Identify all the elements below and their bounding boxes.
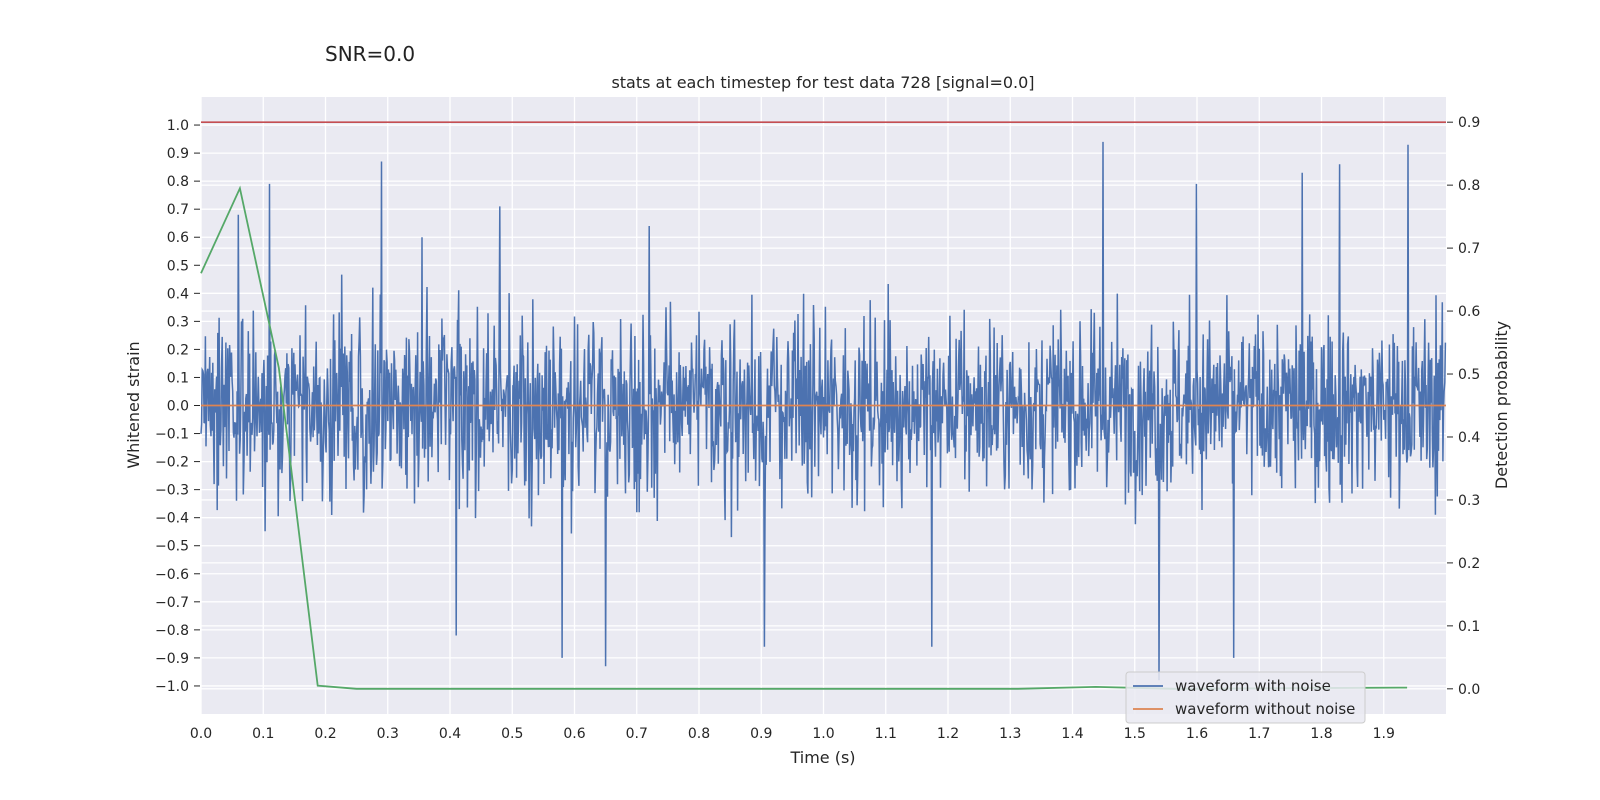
y-axis-label: Whitened strain (124, 341, 143, 468)
x-tick-label: 0.7 (626, 726, 648, 742)
y2-tick-label: 0.6 (1458, 304, 1480, 320)
y-axis-ticks: 1.0 0.9 0.8 0.7 0.6 0.5 0.4 0.3 0.2 0.1 0.0 −0.1 −0.… (155, 118, 200, 695)
y-tick-label: −0.5 (155, 539, 189, 555)
x-tick-label: 1.7 (1248, 726, 1270, 742)
x-tick-label: 1.3 (999, 726, 1021, 742)
y2-axis-label: Detection probability (1492, 321, 1511, 489)
y2-tick-label: 0.1 (1458, 619, 1480, 635)
y-tick-label: 0.2 (167, 342, 189, 358)
legend-label-without-noise: waveform without noise (1175, 700, 1355, 718)
y-tick-label: 0.8 (167, 174, 189, 190)
x-tick-label: 1.1 (875, 726, 897, 742)
x-tick-label: 0.8 (688, 726, 710, 742)
x-tick-label: 0.3 (377, 726, 399, 742)
x-tick-label: 0.4 (439, 726, 461, 742)
y-tick-label: −0.4 (155, 511, 189, 527)
y-tick-label: 0.1 (167, 370, 189, 386)
x-tick-label: 0.6 (563, 726, 585, 742)
x-tick-label: 1.6 (1186, 726, 1208, 742)
x-tick-label: 0.5 (501, 726, 523, 742)
x-axis-ticks: 0.0 0.1 0.2 0.3 0.4 0.5 0.6 0.7 0.8 0.9 1.0 1.1 1.2 1… (190, 726, 1395, 742)
x-tick-label: 0.1 (252, 726, 274, 742)
x-tick-label: 0.9 (750, 726, 772, 742)
y2-tick-label: 0.2 (1458, 556, 1480, 572)
y-tick-label: −0.9 (155, 651, 189, 667)
y2-axis-ticks: 0.0 0.1 0.2 0.3 0.4 0.5 0.6 0.7 0.8 0.9 (1447, 115, 1480, 698)
y2-tick-label: 0.3 (1458, 493, 1480, 509)
legend: waveform with noise waveform without noi… (1125, 671, 1366, 724)
y-tick-label: −1.0 (155, 679, 189, 695)
series-waveform-with-noise (200, 141, 1447, 681)
y-tick-label: 0.7 (167, 202, 189, 218)
x-tick-label: 1.5 (1124, 726, 1146, 742)
y-tick-label: −0.2 (155, 455, 189, 471)
x-axis-label: Time (s) (789, 748, 855, 767)
y2-tick-label: 0.7 (1458, 241, 1480, 257)
y2-tick-label: 0.8 (1458, 178, 1480, 194)
y2-tick-label: 0.5 (1458, 367, 1480, 383)
figure-suptitle: SNR=0.0 (325, 42, 416, 66)
x-tick-label: 0.0 (190, 726, 212, 742)
y2-tick-label: 0.9 (1458, 115, 1480, 131)
y-tick-label: 1.0 (167, 118, 189, 134)
x-tick-label: 1.8 (1310, 726, 1332, 742)
y-tick-label: −0.6 (155, 567, 189, 583)
y-tick-label: −0.8 (155, 623, 189, 639)
y-tick-label: 0.5 (167, 258, 189, 274)
x-tick-label: 1.9 (1373, 726, 1395, 742)
chart-title: stats at each timestep for test data 728… (611, 73, 1034, 92)
x-tick-label: 0.2 (314, 726, 336, 742)
x-tick-label: 1.2 (937, 726, 959, 742)
y2-tick-label: 0.4 (1458, 430, 1480, 446)
x-tick-label: 1.0 (812, 726, 834, 742)
y-tick-label: −0.7 (155, 595, 189, 611)
y-tick-label: 0.0 (167, 399, 189, 415)
y-tick-label: −0.3 (155, 483, 189, 499)
x-tick-label: 1.4 (1061, 726, 1083, 742)
y2-tick-label: 0.0 (1458, 682, 1480, 698)
y-tick-label: 0.4 (167, 286, 189, 302)
legend-label-with-noise: waveform with noise (1175, 677, 1331, 695)
y-tick-label: 0.3 (167, 314, 189, 330)
legend-box (1125, 671, 1366, 724)
y-tick-label: −0.1 (155, 427, 189, 443)
y-tick-label: 0.9 (167, 146, 189, 162)
y-tick-label: 0.6 (167, 230, 189, 246)
